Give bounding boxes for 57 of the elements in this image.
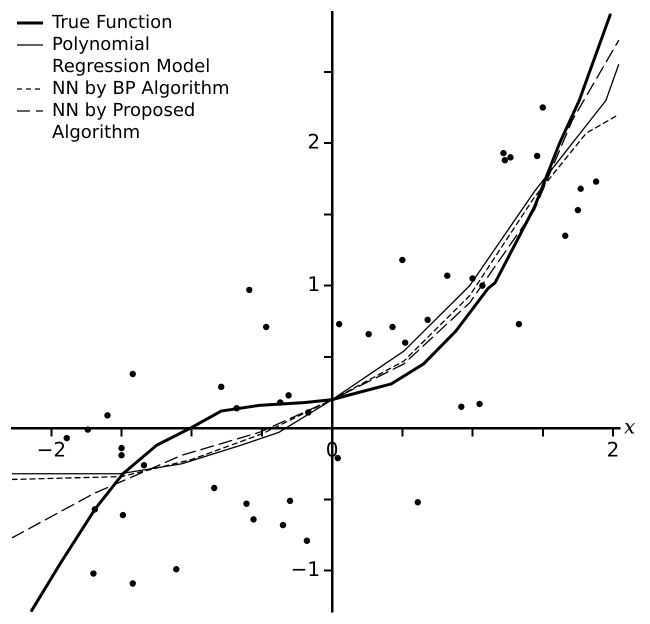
point: [233, 405, 240, 412]
x-axis-title: x: [624, 414, 636, 438]
point: [218, 384, 224, 390]
point: [262, 324, 270, 330]
point: [285, 392, 292, 399]
point: [500, 150, 507, 156]
point: [365, 330, 372, 338]
point: [118, 444, 125, 452]
x-tick-label: 2: [606, 437, 620, 462]
point: [280, 522, 286, 528]
point: [130, 370, 136, 378]
point: [211, 484, 218, 492]
point: [173, 566, 180, 572]
point: [476, 400, 483, 408]
point: [64, 434, 70, 442]
point: [479, 282, 486, 289]
point: [502, 157, 508, 164]
y-tick-label: 2: [307, 129, 320, 154]
point: [444, 272, 450, 279]
point: [130, 580, 136, 587]
point: [458, 404, 465, 410]
point: [389, 324, 396, 330]
point: [84, 426, 92, 433]
point: [120, 512, 126, 518]
point: [250, 516, 257, 523]
x-tick-label: −2: [36, 437, 66, 462]
point: [507, 154, 514, 161]
point: [469, 275, 476, 282]
point: [140, 462, 148, 468]
point: [92, 506, 98, 513]
point: [336, 320, 342, 328]
point: [574, 206, 582, 214]
legend-label: NN by BP Algorithm: [52, 78, 231, 100]
point: [424, 316, 431, 324]
point: [276, 399, 284, 406]
point: [540, 104, 546, 111]
point: [118, 452, 125, 458]
point: [414, 499, 421, 506]
point: [399, 256, 406, 264]
point: [304, 538, 310, 544]
legend-label: NN by Proposed Algorithm: [52, 100, 196, 144]
point: [592, 178, 600, 185]
point: [90, 570, 97, 577]
point: [562, 232, 568, 239]
point: [577, 186, 584, 192]
legend-label: True Function: [52, 12, 174, 34]
legend-label: Polynomial Regression Model: [52, 34, 212, 78]
point: [534, 152, 540, 160]
y-tick-label: −1: [290, 556, 320, 581]
point: [305, 409, 312, 416]
point: [243, 500, 250, 507]
point: [402, 339, 408, 346]
point: [286, 498, 294, 504]
point: [246, 286, 253, 294]
point: [516, 320, 522, 328]
point: [104, 412, 111, 419]
y-tick-label: 1: [307, 272, 320, 296]
